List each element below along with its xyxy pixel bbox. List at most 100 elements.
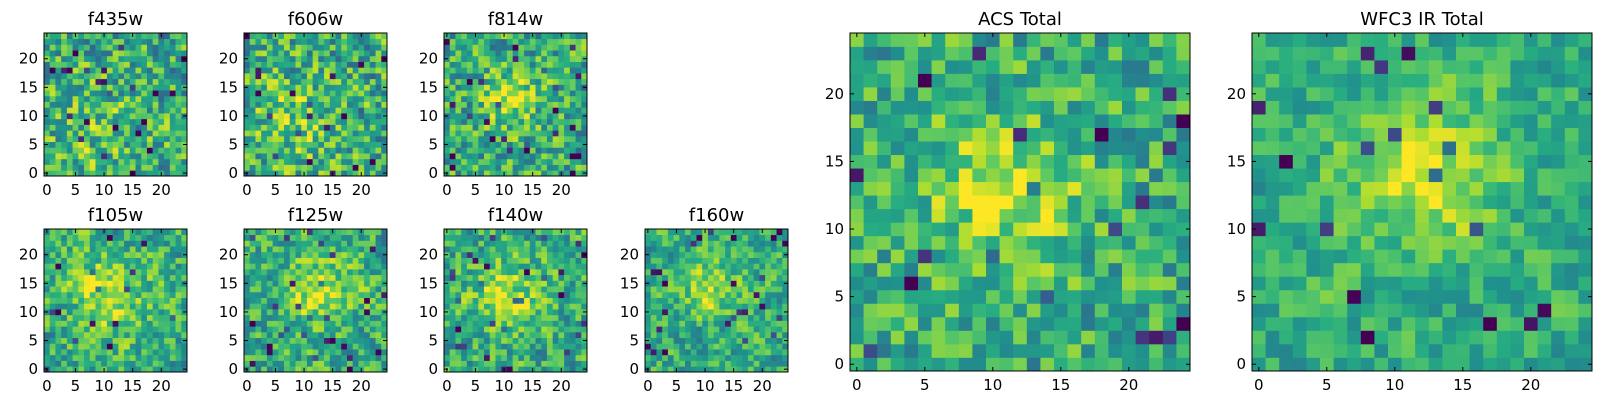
heatmap-cell: [444, 44, 451, 51]
y-tick-label: 20: [419, 50, 438, 68]
heatmap-cell: [765, 326, 772, 333]
heatmap-cell: [529, 286, 536, 293]
heatmap-cell: [72, 135, 79, 143]
heatmap-cell: [66, 354, 73, 361]
heatmap-cell: [278, 50, 285, 57]
heatmap-cell: [673, 286, 680, 293]
heatmap-cell: [272, 38, 279, 45]
heatmap-cell: [306, 164, 313, 171]
heatmap-cell: [759, 314, 766, 321]
heatmap-cell: [266, 170, 273, 177]
heatmap-cell: [673, 303, 680, 310]
heatmap-cell: [564, 274, 571, 281]
heatmap-cell: [535, 309, 542, 316]
heatmap-cell: [72, 257, 79, 264]
heatmap-cell: [506, 320, 513, 327]
y-tick-label: 10: [620, 303, 639, 321]
heatmap-cell: [1149, 168, 1164, 183]
heatmap-cell: [742, 303, 749, 310]
heatmap-cell: [918, 249, 932, 264]
heatmap-cell: [272, 291, 279, 298]
heatmap-cell: [478, 50, 485, 57]
heatmap-cell: [495, 67, 502, 74]
heatmap-cell: [662, 343, 669, 350]
heatmap-cell: [106, 326, 113, 333]
heatmap-cell: [375, 73, 382, 80]
heatmap-cell: [506, 78, 513, 85]
heatmap-cell: [569, 331, 576, 339]
heatmap-cell: [89, 360, 96, 367]
heatmap-cell: [101, 343, 108, 350]
heatmap-cell: [89, 337, 96, 344]
heatmap-cell: [141, 291, 148, 298]
heatmap-cell: [466, 263, 473, 270]
heatmap-cell: [152, 366, 159, 373]
heatmap-cell: [776, 280, 783, 287]
heatmap-cell: [945, 168, 960, 183]
heatmap-cell: [352, 78, 359, 85]
heatmap-cell: [455, 73, 462, 80]
heatmap-cell: [66, 234, 73, 241]
heatmap-cell: [478, 246, 485, 253]
heatmap-cell: [776, 269, 783, 276]
heatmap-cell: [89, 331, 96, 339]
heatmap-cell: [135, 263, 142, 270]
heatmap-cell: [266, 147, 273, 154]
heatmap-cell: [449, 280, 456, 287]
heatmap-cell: [1162, 276, 1177, 291]
heatmap-cell: [66, 90, 73, 97]
heatmap-cell: [261, 240, 268, 247]
heatmap-cell: [364, 130, 371, 137]
heatmap-cell: [78, 251, 85, 258]
heatmap-cell: [877, 316, 892, 331]
heatmap-cell: [770, 366, 777, 373]
heatmap-cell: [449, 135, 456, 143]
heatmap-cell: [518, 263, 525, 270]
heatmap-cell: [255, 107, 262, 114]
heatmap-cell: [106, 240, 113, 247]
heatmap-cell: [312, 84, 319, 91]
heatmap-cell: [135, 101, 142, 108]
heatmap-cell: [101, 107, 108, 114]
heatmap-cell: [295, 44, 302, 51]
heatmap-cell: [369, 331, 376, 339]
heatmap-cell: [158, 50, 165, 57]
heatmap-cell: [352, 280, 359, 287]
heatmap-cell: [375, 297, 382, 304]
panel-title: f105w: [88, 205, 143, 226]
heatmap-cell: [369, 297, 376, 304]
heatmap-cell: [169, 286, 176, 293]
heatmap-cell: [272, 297, 279, 304]
heatmap-cell: [329, 360, 336, 367]
heatmap-cell: [495, 343, 502, 350]
heatmap-cell: [890, 262, 905, 277]
heatmap-cell: [124, 229, 131, 236]
heatmap-cell: [484, 90, 491, 97]
heatmap-cell: [552, 286, 559, 293]
heatmap-cell: [466, 337, 473, 344]
heatmap-cell: [95, 286, 102, 293]
heatmap-cell: [249, 135, 256, 143]
heatmap-cell: [1013, 222, 1028, 237]
heatmap-cell: [569, 107, 576, 114]
heatmap-cell: [667, 309, 674, 316]
heatmap-cell: [489, 61, 496, 68]
heatmap-cell: [295, 130, 302, 137]
heatmap-cell: [375, 101, 382, 108]
heatmap-cell: [747, 309, 755, 316]
heatmap-cell: [44, 297, 51, 304]
heatmap-cell: [484, 50, 491, 57]
heatmap-cell: [719, 297, 726, 304]
x-tick-label: 0: [442, 181, 452, 199]
heatmap-cell: [484, 263, 491, 270]
heatmap-cell: [945, 195, 960, 210]
heatmap-cell: [106, 257, 113, 264]
heatmap-cell: [152, 78, 159, 85]
heatmap-cell: [169, 291, 176, 298]
heatmap-cell: [1108, 343, 1123, 358]
heatmap-cell: [765, 280, 772, 287]
heatmap-cell: [164, 234, 171, 241]
heatmap-cell: [501, 251, 508, 258]
heatmap-cell: [324, 170, 331, 177]
heatmap-cell: [742, 263, 749, 270]
